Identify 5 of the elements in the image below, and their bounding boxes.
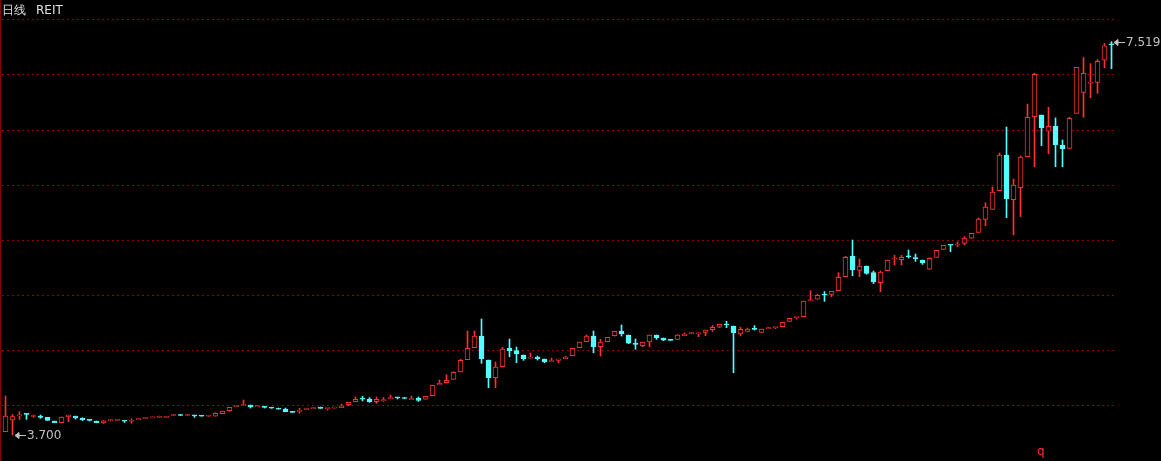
annotation: 3.700 (27, 428, 62, 442)
chart-subtitle: REIT (36, 3, 63, 17)
annotation: q (1037, 444, 1045, 458)
chart-title: 日线 (2, 3, 26, 17)
text: 7.519 (1126, 35, 1161, 49)
